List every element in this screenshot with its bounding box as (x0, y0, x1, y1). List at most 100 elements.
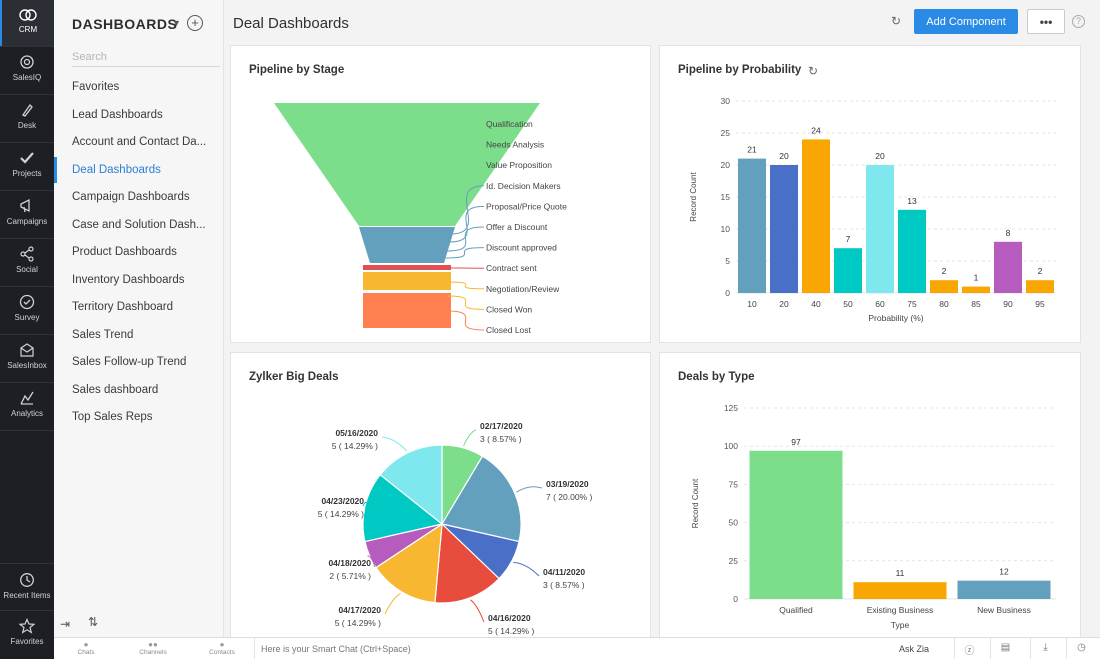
pie-date-label: 04/16/2020 (488, 613, 531, 623)
bar (930, 280, 958, 293)
rail-label: Social (16, 265, 38, 274)
rail-item-favorites[interactable]: Favorites (0, 614, 54, 659)
channels-tab[interactable]: ●● Channels (133, 640, 173, 656)
sidebar-item-sales-trend[interactable]: Sales Trend (72, 329, 134, 341)
bar-value-label: 12 (999, 567, 1009, 577)
contacts-tab[interactable]: ● Contacts (202, 640, 242, 656)
download-icon[interactable]: ⤓ (1030, 638, 1060, 659)
pie-date-label: 02/17/2020 (480, 421, 523, 431)
refresh-icon[interactable]: ↻ (808, 64, 819, 78)
pie-value-label: 3 ( 8.57% ) (543, 580, 585, 590)
bar-value-label: 2 (1038, 266, 1043, 276)
rail-item-salesiq[interactable]: SalesIQ (0, 50, 54, 96)
rail-item-analytics[interactable]: Analytics (0, 386, 54, 432)
rail-item-crm[interactable]: CRM (0, 0, 54, 46)
rail-label: Survey (14, 313, 40, 322)
rail-item-projects[interactable]: Projects (0, 146, 54, 192)
funnel-leader-line (450, 164, 485, 207)
funnel-leader-line (446, 310, 485, 331)
rail-label: Campaigns (6, 217, 48, 226)
zylker-big-deals-panel: Zylker Big Deals 02/17/2020 3 ( 8.57% ) 03… (230, 352, 651, 642)
sidebar-item-sales-dashboard[interactable]: Sales dashboard (72, 384, 159, 396)
x-tick-label: 40 (811, 299, 821, 309)
bar (738, 158, 766, 293)
bar (962, 286, 990, 293)
x-axis-label: Probability (%) (868, 313, 923, 323)
divider (0, 610, 54, 611)
chats-icon: ● (83, 640, 89, 649)
sort-list-icon[interactable]: ⇅ (88, 615, 99, 629)
sidebar-item-inventory-dashboards[interactable]: Inventory Dashboards (72, 274, 185, 286)
rail-item-desk[interactable]: Desk (0, 98, 54, 144)
pie-slice (434, 522, 500, 604)
chevron-down-icon[interactable]: ▼ (172, 18, 181, 28)
funnel-segment (274, 103, 540, 226)
divider (0, 46, 54, 47)
x-tick-label: 20 (779, 299, 789, 309)
add-component-button[interactable]: Add Component (914, 9, 1018, 34)
divider (0, 430, 54, 431)
ask-zia-button[interactable]: Ask Zia (899, 644, 930, 654)
collapse-sidebar-icon[interactable]: ⇥ (60, 617, 71, 631)
chats-tab[interactable]: ● Chats (66, 640, 106, 656)
rail-item-campaigns[interactable]: Campaigns (0, 194, 54, 240)
rail-item-recent-items[interactable]: Recent Items (0, 568, 54, 614)
alarm-icon[interactable]: ◷ (1066, 638, 1096, 659)
sidebar-item-top-sales-reps[interactable]: Top Sales Reps (72, 411, 153, 423)
y-tick-label: 15 (721, 192, 731, 202)
refresh-icon[interactable]: ↻ (891, 14, 902, 28)
funnel-chart: Qualification Needs Analysis Value Proposi… (274, 103, 567, 335)
tab-label: Channels (139, 649, 167, 656)
y-tick-label: 5 (725, 256, 730, 266)
divider (0, 563, 54, 564)
channels-icon: ●● (148, 640, 158, 649)
bottom-bar: ● Chats ●● Channels ● Contacts Here is your… (54, 637, 1100, 659)
add-dashboard-icon[interactable]: + (187, 15, 203, 31)
rail-item-social[interactable]: Social (0, 242, 54, 288)
smart-chat-input[interactable]: Here is your Smart Chat (Ctrl+Space) (254, 638, 894, 659)
rail-label: CRM (18, 25, 38, 34)
deals-by-type-panel: Deals by Type 0 25 50 75 100 125 97 Qualified 11… (659, 352, 1081, 642)
sidebar-item-territory-dashboard[interactable]: Territory Dashboard (72, 301, 173, 313)
sidebar-item-account-contact[interactable]: Account and Contact Da... (72, 136, 207, 148)
divider (0, 190, 54, 191)
pie-date-label: 04/17/2020 (338, 605, 381, 615)
y-tick-label: 10 (721, 224, 731, 234)
dashboards-sidebar: DASHBOARDS ▼ + Favorites Lead Dashboards… (54, 0, 224, 637)
rail-label: SalesIQ (12, 73, 42, 82)
rail-item-salesinbox[interactable]: SalesInbox (0, 338, 54, 384)
pie-value-label: 7 ( 20.00% ) (546, 492, 592, 502)
sidebar-item-case-solution[interactable]: Case and Solution Dash... (72, 219, 206, 231)
funnel-stage-label: Closed Won (486, 304, 532, 314)
pie-leader-line (470, 599, 485, 623)
pie-date-label: 04/23/2020 (321, 496, 364, 506)
sidebar-search-input[interactable] (72, 47, 220, 67)
sidebar-item-sales-followup-trend[interactable]: Sales Follow-up Trend (72, 356, 187, 368)
probability-bar-chart: 0 5 10 15 20 25 30 21 10 20 20 24 40 7 50 20 60 13 75 2 80 1 8… (689, 96, 1056, 323)
more-options-button[interactable]: ••• (1027, 9, 1065, 34)
funnel-leader-line (446, 295, 485, 310)
rail-item-survey[interactable]: Survey (0, 290, 54, 336)
bar-value-label: 7 (846, 234, 851, 244)
social-icon (20, 246, 34, 262)
help-icon[interactable]: ? (1072, 15, 1085, 28)
bar (834, 248, 862, 293)
tab-label: Chats (77, 649, 95, 656)
contacts-icon: ● (219, 640, 225, 649)
notes-icon[interactable]: ▤ (990, 638, 1020, 659)
sidebar-heading: DASHBOARDS (72, 16, 178, 32)
sidebar-item-product-dashboards[interactable]: Product Dashboards (72, 246, 177, 258)
bar-value-label: 11 (896, 568, 905, 578)
pie-slice (379, 444, 443, 526)
sidebar-item-lead-dashboards[interactable]: Lead Dashboards (72, 109, 163, 121)
sidebar-item-favorites[interactable]: Favorites (72, 81, 120, 93)
app-switcher-rail: CRM SalesIQ Desk Projects Campaigns Soci… (0, 0, 54, 659)
x-tick-label: 10 (747, 299, 757, 309)
sidebar-item-campaign-dashboards[interactable]: Campaign Dashboards (72, 191, 190, 203)
sidebar-item-deal-dashboards[interactable]: Deal Dashboards (72, 164, 161, 176)
zia-icon[interactable]: ⓩ (954, 638, 984, 659)
y-tick-label: 25 (729, 556, 739, 566)
divider (0, 238, 54, 239)
pie-value-label: 5 ( 14.29% ) (332, 441, 378, 451)
x-tick-label: New Business (977, 605, 1031, 615)
